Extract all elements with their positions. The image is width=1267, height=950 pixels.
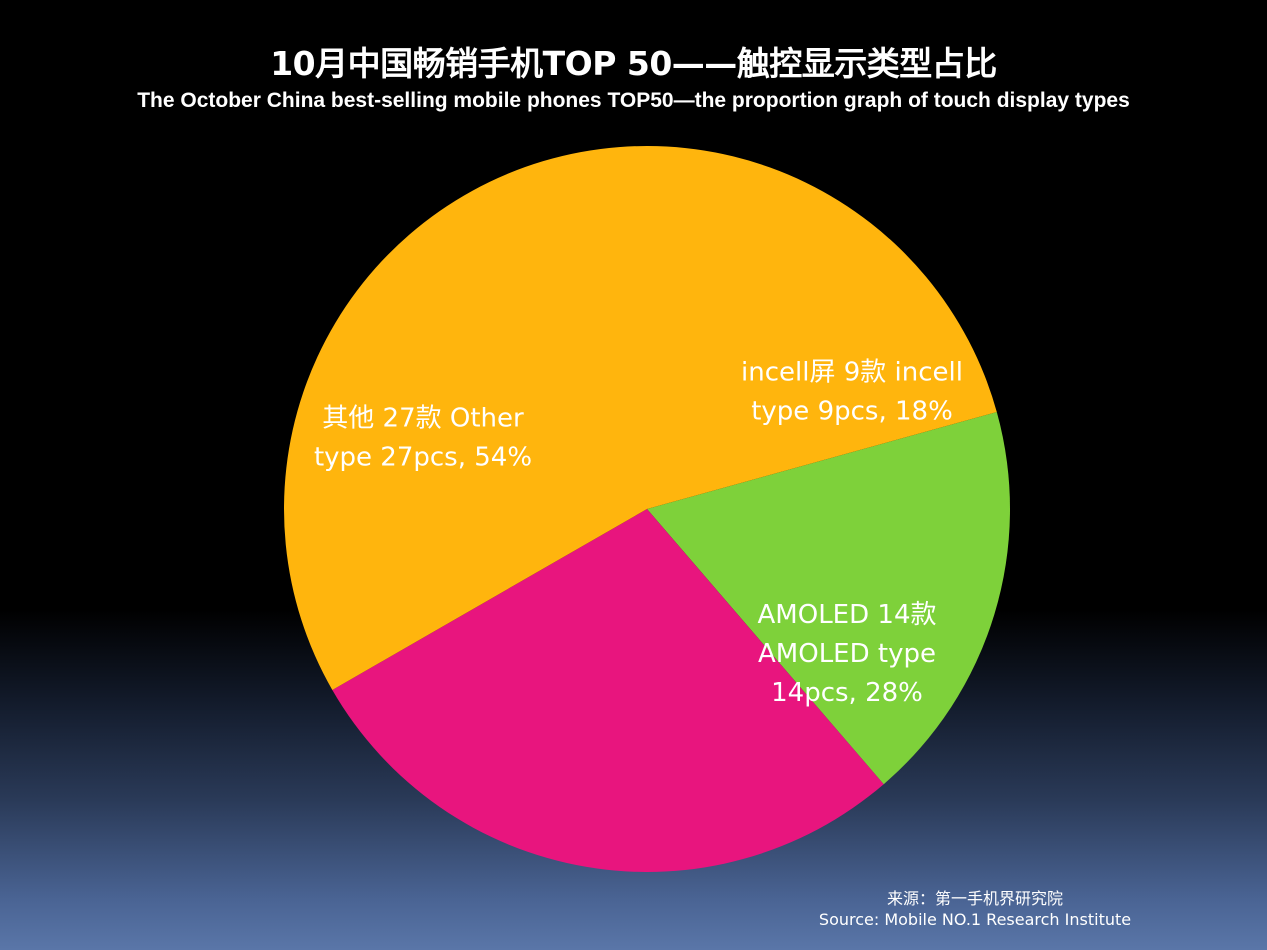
slice-label-line: AMOLED type bbox=[758, 639, 936, 669]
slice-label-line: 14pcs, 28% bbox=[771, 678, 923, 708]
chart-subtitle: The October China best-selling mobile ph… bbox=[137, 89, 1130, 112]
slice-label-line: type 9pcs, 18% bbox=[751, 397, 953, 427]
chart-title: 10月中国畅销手机TOP 50——触控显示类型占比 bbox=[270, 44, 997, 83]
pie-slice-incell bbox=[647, 411, 1011, 785]
pie-slice-other bbox=[284, 145, 997, 690]
slice-label-line: type 27pcs, 54% bbox=[314, 443, 532, 473]
slice-label-line: AMOLED 14款 bbox=[758, 600, 937, 630]
source-zh: 来源：第一手机界研究院 bbox=[886, 889, 1063, 908]
source-en: Source: Mobile NO.1 Research Institute bbox=[818, 910, 1132, 929]
slice-label-amoled: AMOLED 14款 AMOLED type 14pcs, 28% bbox=[758, 600, 937, 708]
slice-label-incell: incell屏 9款 incell type 9pcs, 18% bbox=[741, 358, 963, 427]
slice-label-other: 其他 27款 Other type 27pcs, 54% bbox=[314, 404, 532, 473]
slice-label-line: 其他 27款 Other bbox=[322, 404, 524, 434]
source-note: 来源：第一手机界研究院 Source: Mobile NO.1 Research… bbox=[790, 888, 1160, 930]
pie-slice-amoled bbox=[332, 509, 884, 872]
slice-label-line: incell屏 9款 incell bbox=[741, 358, 963, 388]
